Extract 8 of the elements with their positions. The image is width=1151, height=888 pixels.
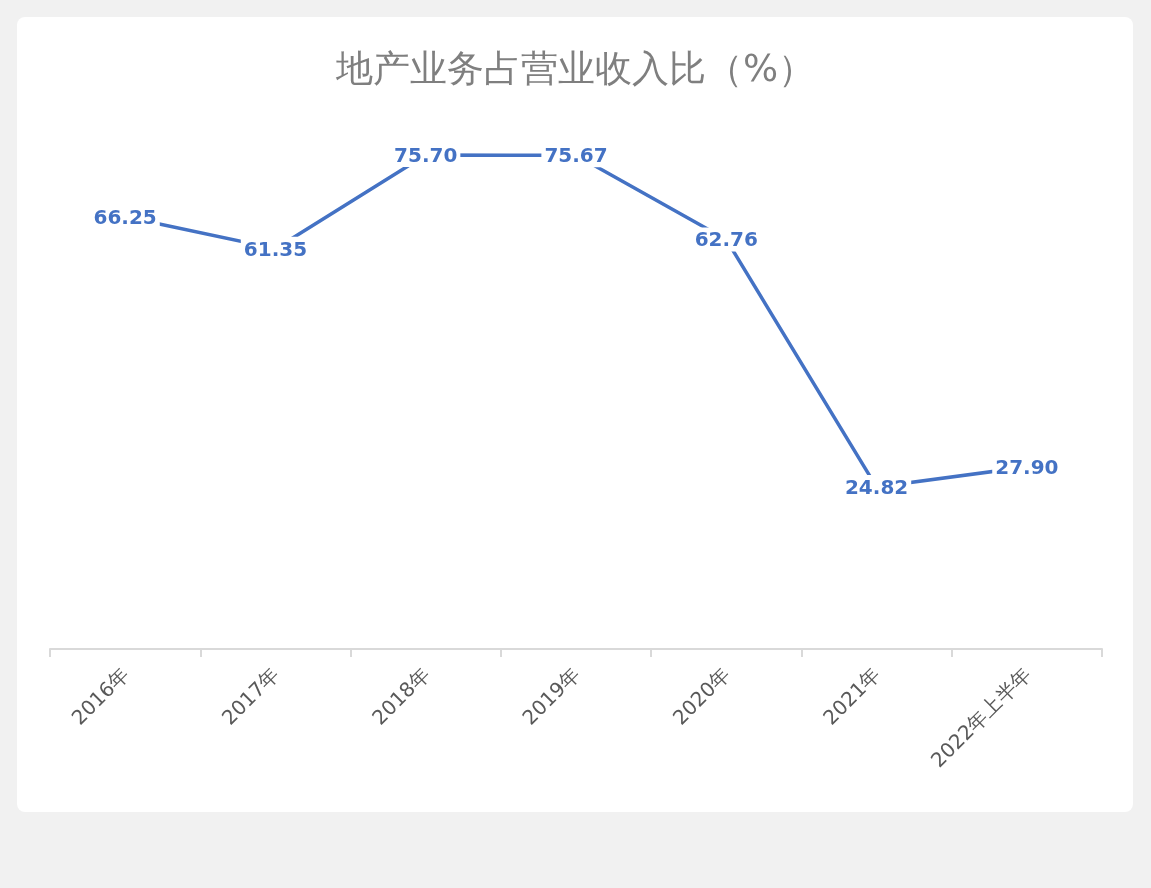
data-label: 27.90 [995,454,1059,479]
data-label: 24.82 [844,475,909,500]
data-label: 66.25 [93,204,157,229]
data-label: 62.76 [694,227,758,252]
data-label: 75.67 [544,143,608,168]
data-label: 61.35 [243,236,308,261]
chart-title: 地产业务占营业收入比（%） [334,47,816,90]
data-label: 75.70 [394,143,458,168]
